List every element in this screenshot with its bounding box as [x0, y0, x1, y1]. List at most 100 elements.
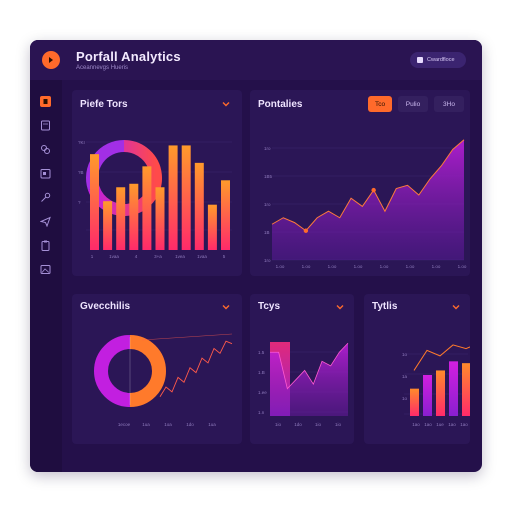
panel-title: Piefe Tors [80, 99, 128, 110]
bar [423, 375, 432, 416]
bar [194, 162, 204, 250]
x-tick-label: 1.oo [406, 264, 415, 269]
bar [410, 388, 419, 416]
x-tick-label: 1.oo [432, 264, 441, 269]
panel-tytlis: Tytlis 1o 1a 1o 1ao 1ao 1ue 1ao 1ao [364, 294, 470, 444]
sidebar-item-documents[interactable] [40, 120, 51, 131]
y-tick-label: 1ro [264, 146, 271, 151]
panel-pontalies: Pontalies Tco Pulio 3Ho 1ro 1B5 1ro 1B 1ro 1.… [250, 90, 470, 276]
bar [168, 145, 178, 250]
trend-line [141, 333, 233, 341]
panel-tcys: Tcys 1.5 1.B 1.ee 1.n 1io 1do 1io 1io [250, 294, 354, 444]
area-chart-p4: 1.5 1.B 1.ee 1.n 1io 1do 1io 1io [258, 342, 349, 427]
home-icon [40, 96, 51, 107]
bar [116, 187, 126, 250]
x-tick-label: 1 [91, 254, 94, 259]
panel-title: Gvecchilis [80, 301, 131, 312]
bar [207, 204, 217, 250]
x-tick-label: 1ao [448, 422, 456, 427]
segment-tab-3ho[interactable]: 3Ho [434, 96, 464, 112]
donut-line-chart-p3: 1ecoe 1ua 1oa 1do 1ua [94, 333, 233, 427]
sidebar-item-images[interactable] [40, 264, 51, 275]
series-line [270, 342, 349, 390]
x-tick-label: 3+a [154, 254, 162, 259]
panel-title: Tytlis [372, 301, 398, 312]
sidebar-item-links[interactable] [40, 144, 51, 155]
x-tick-label: 1ao [424, 422, 432, 427]
x-tick-label: 1vea [175, 254, 185, 259]
bar [462, 363, 470, 416]
x-tick-label: 5 [223, 254, 226, 259]
sidebar-item-home[interactable] [40, 96, 51, 107]
document-icon [41, 120, 50, 131]
header-action-button[interactable]: Cwardfloce [410, 52, 466, 68]
chevron-down-icon[interactable] [222, 303, 230, 311]
chevron-down-icon[interactable] [336, 303, 344, 311]
square-icon [417, 57, 423, 63]
app-logo-icon[interactable] [42, 51, 60, 69]
sidebar-item-send[interactable] [40, 216, 51, 227]
clipboard-icon [41, 240, 50, 251]
y-tick-label: 1B [264, 230, 270, 235]
x-tick-label: 1.oo [328, 264, 337, 269]
area-fill [272, 139, 464, 260]
y-tick-label: 1.B [258, 370, 265, 375]
x-tick-label: 4 [135, 254, 138, 259]
segment-tab-tco[interactable]: Tco [368, 96, 392, 112]
x-tick-label: 1ua [142, 422, 150, 427]
panel-piefe-tors: Piefe Tors ?KI ?B? 1 1vaa 4 3+a 1vea 1vaa 5 [72, 90, 242, 276]
x-tick-label: 1oa [164, 422, 172, 427]
x-tick-label: 1ao [412, 422, 420, 427]
panel-title: Tcys [258, 301, 281, 312]
bar [449, 361, 458, 416]
header-action-label: Cwardfloce [427, 57, 455, 63]
y-tick-label: 1a [402, 374, 408, 379]
series-line [413, 344, 470, 371]
y-tick-label: ?KI [78, 140, 85, 145]
bar-chart-p1: ?KI ?B? 1 1vaa 4 3+a 1vea 1vaa 5 [78, 140, 232, 259]
x-tick-label: 1io [275, 422, 282, 427]
bar-line-chart-p5: 1o 1a 1o 1ao 1ao 1ue 1ao 1ao [402, 344, 470, 427]
link-icon [41, 145, 50, 154]
series-line [159, 340, 233, 397]
sidebar-item-keys[interactable] [40, 192, 51, 203]
y-tick-label: 1.n [258, 410, 265, 415]
y-tick-label: 1B5 [264, 174, 273, 179]
sidebar-item-clipboard[interactable] [40, 240, 51, 251]
app-header: Porfall Analytics Aceannevgs Hueris Cwar… [30, 40, 482, 80]
chevron-down-icon[interactable] [222, 100, 230, 108]
chevron-down-icon[interactable] [452, 303, 460, 311]
y-tick-label: ?B [78, 170, 84, 175]
bar [436, 370, 445, 416]
y-tick-label: 1ro [264, 258, 271, 263]
segment-control: Tco Pulio 3Ho [368, 96, 464, 112]
x-tick-label: 1vaa [197, 254, 207, 259]
app-window: Porfall Analytics Aceannevgs Hueris Cwar… [30, 40, 482, 472]
donut-slice [129, 335, 166, 407]
sidebar-item-calendar[interactable] [40, 168, 51, 179]
send-icon [40, 216, 51, 227]
x-tick-label: 1.oo [354, 264, 363, 269]
area-fill [270, 343, 348, 416]
x-tick-label: 1.oo [302, 264, 311, 269]
panel-title: Pontalies [258, 99, 303, 110]
donut-slice [94, 335, 131, 407]
y-tick-label: 1o [402, 352, 408, 357]
y-tick-label: 1o [402, 396, 408, 401]
bar [155, 187, 165, 250]
x-tick-label: 1ao [460, 422, 468, 427]
panel-gvecchilis: Gvecchilis 1ecoe 1ua 1oa 1do 1ua [72, 294, 242, 444]
segment-tab-pulio[interactable]: Pulio [398, 96, 428, 112]
x-tick-label: 1.oo [458, 264, 467, 269]
x-tick-label: 1.oo [276, 264, 285, 269]
data-point [303, 228, 309, 233]
area-chart-p2: 1ro 1B5 1ro 1B 1ro 1.oo 1.oo 1.oo 1.oo 1.oo 1.oo 1.… [264, 139, 467, 269]
key-icon [41, 192, 51, 202]
bar [129, 183, 139, 250]
bar [103, 201, 113, 250]
y-tick-label: 1.ee [258, 390, 267, 395]
app-title: Porfall Analytics [76, 49, 181, 64]
bar [181, 145, 191, 250]
x-tick-label: 1.oo [380, 264, 389, 269]
bar [90, 154, 99, 250]
